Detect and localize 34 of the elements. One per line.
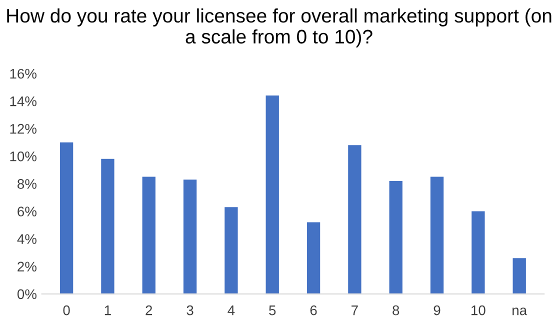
x-tick-label: 9 [434,305,440,316]
bar [224,207,238,294]
y-tick-label: 16% [10,68,36,79]
bar [101,158,114,294]
bar [266,96,279,294]
y-tick-label: 14% [10,96,36,106]
bar [512,258,526,294]
chart-title: How do you rate your licensee for overall marketing support (on a scale from 0 to 10)? [7,8,552,48]
x-tick-label: 7 [352,306,358,316]
y-tick-label: 8% [18,179,36,189]
y-tick-label: 4% [17,234,36,244]
x-tick-label: 10 [472,305,486,316]
bar [142,176,156,294]
bar [306,222,320,294]
y-tick-label: 2% [18,262,36,272]
x-tick-label: 8 [392,305,400,316]
x-tick-label: 2 [146,305,152,316]
y-tick-label: 0% [17,289,36,300]
bar [389,180,402,294]
x-tick-label: 4 [228,306,235,316]
x-tick-label: 0 [63,305,70,316]
x-tick-label: 1 [104,306,111,316]
x-tick-label: na [512,308,528,316]
bar [430,176,444,294]
y-tick-label: 12% [10,124,36,134]
x-tick-label: 6 [310,305,317,316]
bar [183,180,197,294]
bar [472,211,485,294]
x-tick-label: 5 [269,306,276,316]
bar [348,145,362,294]
bar [60,142,74,294]
y-tick-label: 6% [18,206,36,216]
y-tick-label: 10% [10,151,36,162]
x-tick-label: 3 [186,305,194,316]
